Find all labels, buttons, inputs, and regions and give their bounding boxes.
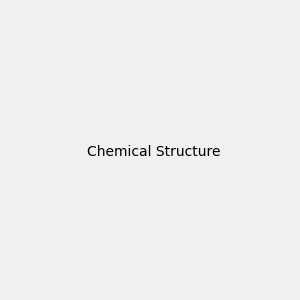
Text: Chemical Structure: Chemical Structure (87, 145, 220, 158)
